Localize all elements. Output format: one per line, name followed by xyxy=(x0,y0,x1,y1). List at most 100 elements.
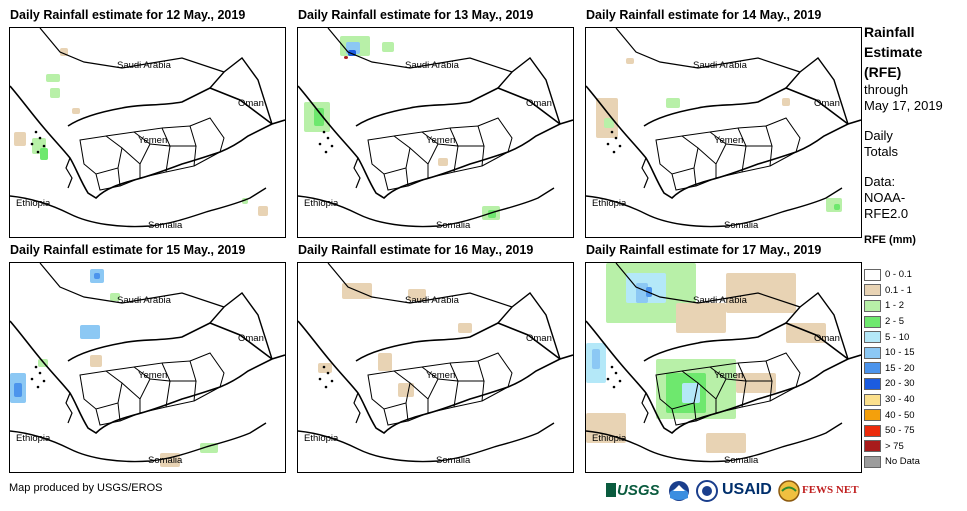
rainfall-area xyxy=(344,56,348,59)
admin-boundary xyxy=(133,362,171,382)
map-graphic xyxy=(298,28,573,228)
panel-title: Daily Rainfall estimate for 13 May., 201… xyxy=(298,8,534,22)
label-oman: Oman xyxy=(238,333,264,344)
legend-through: through xyxy=(864,82,909,97)
legend-swatch xyxy=(864,440,881,453)
rainfall-area xyxy=(666,98,680,108)
admin-boundary xyxy=(477,117,513,153)
map-panel: Daily Rainfall estimate for 14 May., 201… xyxy=(585,5,862,241)
saudi-border xyxy=(327,263,513,308)
panel-title: Daily Rainfall estimate for 12 May., 201… xyxy=(10,8,246,22)
island xyxy=(42,379,46,383)
oman-border xyxy=(209,292,273,360)
red-sea-coast xyxy=(641,157,649,189)
legend-class-label: 0.1 - 1 xyxy=(885,284,912,296)
red-sea-coast xyxy=(65,157,73,189)
map-graphic xyxy=(10,263,285,467)
legend-class-label: 2 - 5 xyxy=(885,316,905,328)
admin-boundary xyxy=(709,127,747,147)
yemen-border xyxy=(643,322,849,362)
rainfall-map: Saudi Arabia Oman Yemen Ethiopia Somalia xyxy=(297,262,574,473)
legend-class: 1 - 2 xyxy=(864,298,904,314)
legend-swatch xyxy=(864,331,881,344)
island xyxy=(322,130,326,134)
label-saudi: Saudi Arabia xyxy=(693,295,747,306)
island xyxy=(322,365,326,369)
legend-class-label: > 75 xyxy=(885,440,904,452)
rainfall-area xyxy=(378,353,392,371)
map-panel: Daily Rainfall estimate for 16 May., 201… xyxy=(297,240,574,476)
admin-boundary xyxy=(383,402,409,426)
legend-class-label: No Data xyxy=(885,456,920,468)
admin-boundary xyxy=(189,352,225,388)
legend-class-label: 0 - 0.1 xyxy=(885,269,912,281)
yemen-border xyxy=(67,87,273,127)
label-ethiopia: Ethiopia xyxy=(16,198,51,209)
usaid-logo: USAID xyxy=(722,481,772,499)
island xyxy=(36,385,40,389)
legend-data-source1: NOAA- xyxy=(864,190,906,205)
legend-unit: RFE (mm) xyxy=(864,234,916,246)
label-somalia: Somalia xyxy=(148,220,183,231)
rainfall-area xyxy=(782,98,790,106)
legend-class: 0.1 - 1 xyxy=(864,283,912,299)
label-somalia: Somalia xyxy=(436,220,471,231)
label-ethiopia: Ethiopia xyxy=(592,198,627,209)
legend-swatch xyxy=(864,284,881,297)
island xyxy=(326,136,330,140)
saudi-border xyxy=(615,28,801,73)
legend-class: > 75 xyxy=(864,439,904,455)
map-panel: Daily Rainfall estimate for 17 May., 201… xyxy=(585,240,862,476)
rainfall-area xyxy=(676,303,726,333)
island xyxy=(326,371,330,375)
fews-logo-text: FEWS NET xyxy=(802,484,859,496)
emblem-logo xyxy=(696,480,718,502)
island xyxy=(614,371,618,375)
rainfall-area xyxy=(786,323,826,343)
rainfall-area xyxy=(14,383,22,397)
map-credit: Map produced by USGS/EROS xyxy=(9,482,163,494)
rainfall-area xyxy=(626,58,634,64)
admin-boundary xyxy=(765,117,801,153)
admin-boundary xyxy=(671,167,697,191)
legend-class-label: 30 - 40 xyxy=(885,394,915,406)
oman-border xyxy=(209,57,273,125)
red-sea-coast xyxy=(353,157,361,189)
saudi-border xyxy=(39,263,225,308)
island xyxy=(614,136,618,140)
horn-coastline xyxy=(298,187,555,228)
legend-class-label: 5 - 10 xyxy=(885,331,910,343)
island xyxy=(606,377,610,381)
legend-class-label: 15 - 20 xyxy=(885,362,915,374)
fews-logo: FEWS NET xyxy=(802,484,859,496)
label-oman: Oman xyxy=(526,333,552,344)
admin-boundary xyxy=(367,135,411,175)
label-somalia: Somalia xyxy=(148,455,183,466)
legend-class-label: 20 - 30 xyxy=(885,378,915,390)
legend-swatch xyxy=(864,424,881,437)
legend-swatch xyxy=(864,393,881,406)
legend-daily: Daily xyxy=(864,128,893,143)
legend-data-label: Data: xyxy=(864,174,896,189)
admin-boundary xyxy=(133,127,171,147)
island xyxy=(42,144,46,148)
rainfall-area xyxy=(72,108,80,114)
saudi-border xyxy=(39,28,225,73)
rainfall-map: Saudi Arabia Oman Yemen Ethiopia Somalia xyxy=(585,27,862,238)
island xyxy=(36,150,40,154)
legend-class: 30 - 40 xyxy=(864,392,915,408)
map-panel: Daily Rainfall estimate for 15 May., 201… xyxy=(9,240,286,476)
rainfall-area xyxy=(604,118,614,128)
saudi-border xyxy=(327,28,513,73)
map-graphic xyxy=(586,28,861,228)
label-yemen: Yemen xyxy=(426,370,456,381)
admin-boundary xyxy=(737,360,773,382)
rainfall-area xyxy=(592,349,600,369)
legend-totals: Totals xyxy=(864,144,898,159)
map-graphic xyxy=(298,263,573,463)
legend-date: May 17, 2019 xyxy=(864,98,943,113)
island xyxy=(618,144,622,148)
oman-border xyxy=(497,292,561,360)
admin-boundary xyxy=(449,125,485,147)
island xyxy=(618,379,622,383)
